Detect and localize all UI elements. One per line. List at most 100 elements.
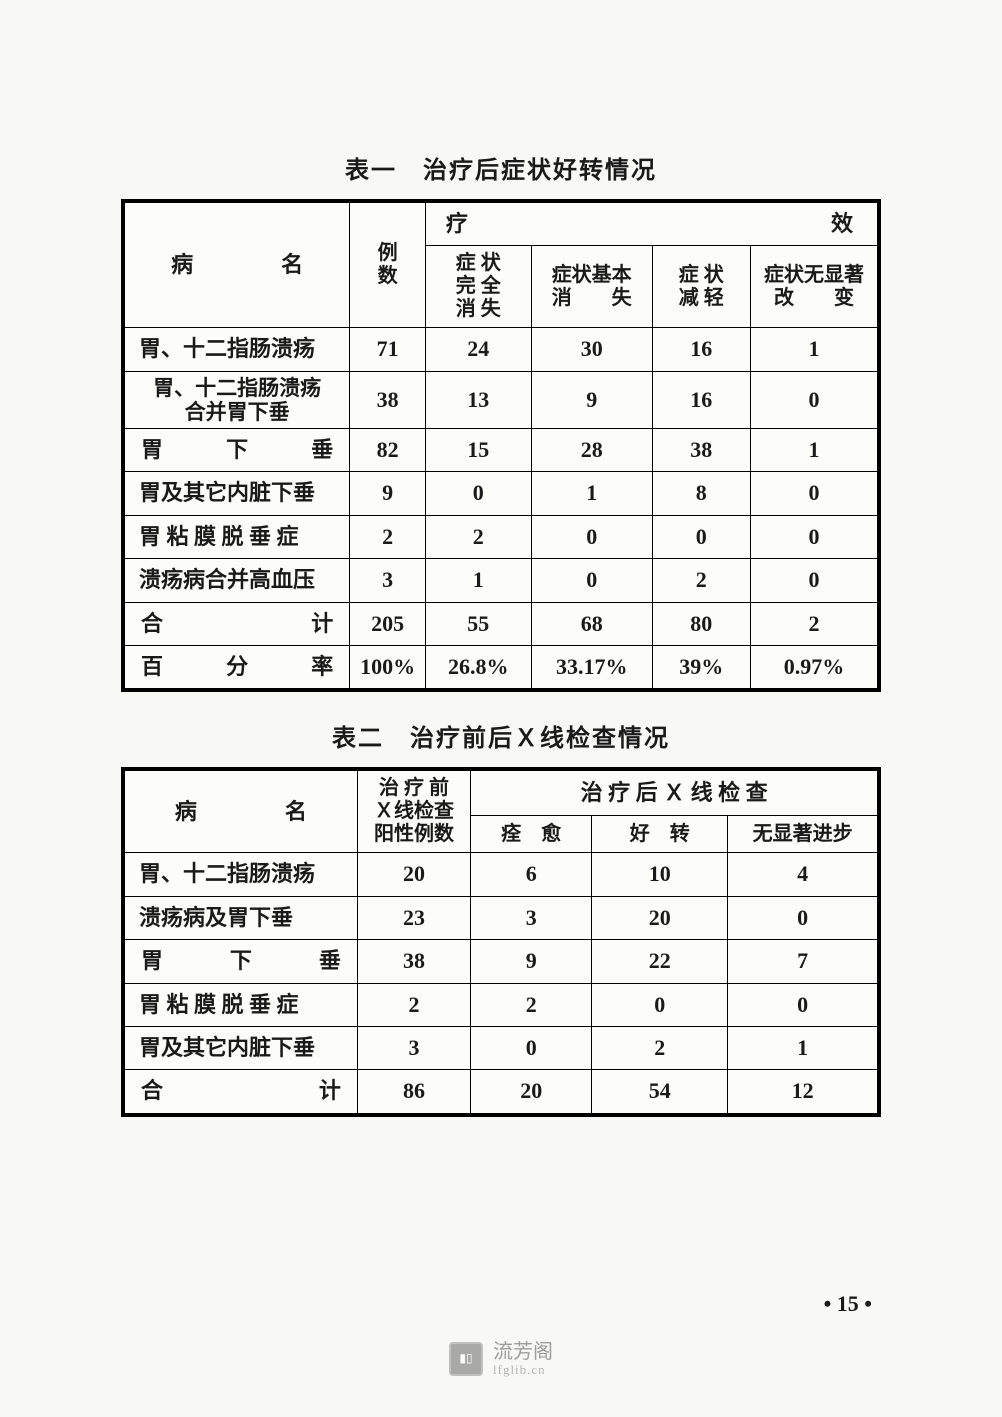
cell: 38 (350, 371, 426, 428)
t1-hdr-count: 例 数 (350, 201, 426, 328)
cell: 2 (750, 602, 879, 645)
cell: 20 (592, 896, 728, 939)
t2-hdr-before: 治 疗 前 Ｘ线检查 阳性例数 (357, 769, 470, 853)
cell: 28 (531, 429, 652, 472)
row-label: 胃 粘 膜 脱 垂 症 (123, 515, 350, 558)
table2-title: 表二 治疗前后Ｘ线检查情况 (121, 718, 881, 753)
t2-hdr-disease: 病 名 (123, 769, 357, 853)
row-label: 胃及其它内脏下垂 (123, 472, 350, 515)
t1-sub-2: 症 状 减 轻 (652, 246, 750, 328)
cell: 6 (471, 853, 592, 896)
cell: 23 (357, 896, 470, 939)
cell: 16 (652, 371, 750, 428)
cell: 10 (592, 853, 728, 896)
cell: 71 (350, 328, 426, 371)
table-row: 合 计2055568802 (123, 602, 879, 645)
row-label: 胃、十二指肠溃疡 (123, 853, 357, 896)
cell: 30 (531, 328, 652, 371)
cell: 82 (350, 429, 426, 472)
cell: 1 (425, 559, 531, 602)
cell: 1 (531, 472, 652, 515)
cell: 1 (750, 429, 879, 472)
cell: 3 (471, 896, 592, 939)
cell: 3 (357, 1026, 470, 1069)
t1-hdr-disease: 病 名 (123, 201, 350, 328)
cell: 0 (750, 559, 879, 602)
row-label: 百 分 率 (123, 646, 350, 691)
cell: 20 (357, 853, 470, 896)
t1-sub-1: 症状基本 消 失 (531, 246, 652, 328)
table-row: 胃及其它内脏下垂90180 (123, 472, 879, 515)
cell: 13 (425, 371, 531, 428)
cell: 2 (592, 1026, 728, 1069)
cell: 3 (350, 559, 426, 602)
cell: 0 (471, 1026, 592, 1069)
t2-sub-0: 痊 愈 (471, 816, 592, 853)
cell: 9 (471, 940, 592, 983)
cell: 38 (357, 940, 470, 983)
row-label: 胃 下 垂 (123, 940, 357, 983)
cell: 0 (531, 559, 652, 602)
table-row: 胃、十二指肠溃疡206104 (123, 853, 879, 896)
cell: 9 (350, 472, 426, 515)
cell: 0 (750, 515, 879, 558)
t1-sub-3: 症状无显著 改 变 (750, 246, 879, 328)
table-row: 溃疡病合并高血压31020 (123, 559, 879, 602)
row-label: 合 计 (123, 602, 350, 645)
cell: 2 (652, 559, 750, 602)
cell: 100% (350, 646, 426, 691)
table-row: 胃 下 垂821528381 (123, 429, 879, 472)
cell: 16 (652, 328, 750, 371)
t1-sub-0: 症 状 完 全 消 失 (425, 246, 531, 328)
cell: 33.17% (531, 646, 652, 691)
cell: 1 (750, 328, 879, 371)
cell: 22 (592, 940, 728, 983)
cell: 15 (425, 429, 531, 472)
cell: 12 (728, 1070, 879, 1115)
table-row: 胃及其它内脏下垂3021 (123, 1026, 879, 1069)
cell: 0 (728, 983, 879, 1026)
cell: 80 (652, 602, 750, 645)
cell: 38 (652, 429, 750, 472)
row-label: 胃 下 垂 (123, 429, 350, 472)
cell: 9 (531, 371, 652, 428)
watermark-en: lfglib.cn (493, 1363, 553, 1377)
table-row: 胃 下 垂389227 (123, 940, 879, 983)
cell: 0.97% (750, 646, 879, 691)
table-row: 百 分 率100%26.8%33.17%39%0.97% (123, 646, 879, 691)
cell: 0 (750, 472, 879, 515)
t2-sub-2: 无显著进步 (728, 816, 879, 853)
cell: 54 (592, 1070, 728, 1115)
cell: 2 (350, 515, 426, 558)
cell: 68 (531, 602, 652, 645)
cell: 0 (531, 515, 652, 558)
row-label: 胃、十二指肠溃疡 (123, 328, 350, 371)
cell: 205 (350, 602, 426, 645)
row-label: 溃疡病合并高血压 (123, 559, 350, 602)
row-label: 胃 粘 膜 脱 垂 症 (123, 983, 357, 1026)
cell: 4 (728, 853, 879, 896)
t1-hdr-effect: 疗 效 (425, 201, 879, 246)
cell: 20 (471, 1070, 592, 1115)
row-label: 合 计 (123, 1070, 357, 1115)
cell: 24 (425, 328, 531, 371)
cell: 0 (728, 896, 879, 939)
cell: 26.8% (425, 646, 531, 691)
watermark: ▮▯ 流芳阁 lfglib.cn (449, 1341, 553, 1377)
cell: 8 (652, 472, 750, 515)
table-row: 胃、十二指肠溃疡 合并胃下垂38139160 (123, 371, 879, 428)
table-row: 合 计86205412 (123, 1070, 879, 1115)
cell: 0 (652, 515, 750, 558)
watermark-icon: ▮▯ (449, 1342, 483, 1376)
t2-sub-1: 好 转 (592, 816, 728, 853)
cell: 0 (750, 371, 879, 428)
cell: 2 (471, 983, 592, 1026)
cell: 2 (425, 515, 531, 558)
cell: 7 (728, 940, 879, 983)
row-label: 胃及其它内脏下垂 (123, 1026, 357, 1069)
row-label: 胃、十二指肠溃疡 合并胃下垂 (123, 371, 350, 428)
cell: 55 (425, 602, 531, 645)
page-number: • 15 • (824, 1291, 872, 1317)
table-row: 胃 粘 膜 脱 垂 症22000 (123, 515, 879, 558)
table-row: 胃、十二指肠溃疡712430161 (123, 328, 879, 371)
